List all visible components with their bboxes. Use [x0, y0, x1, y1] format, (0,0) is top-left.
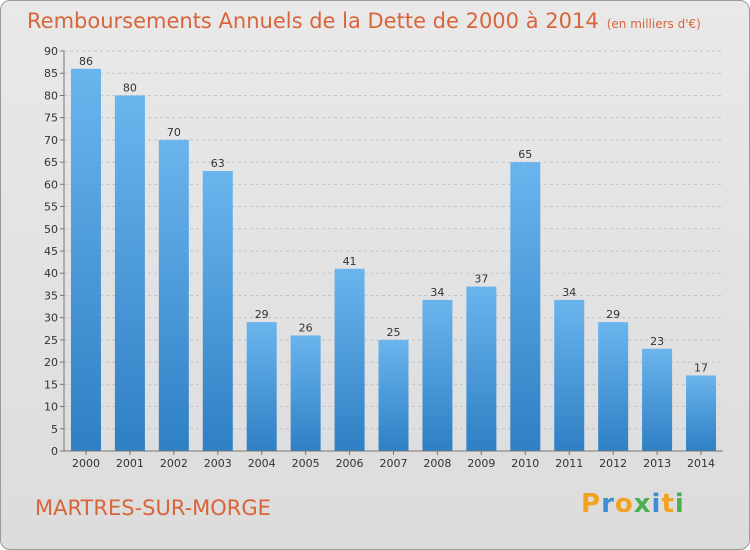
data-label: 25 — [387, 326, 401, 339]
x-tick-label: 2001 — [116, 457, 144, 470]
x-tick-label: 2012 — [599, 457, 627, 470]
y-tick-label: 0 — [51, 445, 58, 458]
chart-title: Remboursements Annuels de la Dette de 20… — [27, 9, 599, 33]
bar — [290, 335, 321, 451]
data-label: 34 — [430, 286, 444, 299]
bar — [554, 299, 585, 451]
y-tick-label: 40 — [44, 267, 58, 280]
x-tick-label: 2010 — [511, 457, 539, 470]
y-tick-label: 65 — [44, 156, 58, 169]
y-tick-label: 20 — [44, 356, 58, 369]
x-tick-label: 2005 — [292, 457, 320, 470]
bar — [686, 375, 717, 451]
chart-title-block: Remboursements Annuels de la Dette de 20… — [27, 9, 701, 33]
logo-letter: x — [633, 489, 652, 519]
data-label: 26 — [299, 321, 313, 334]
bar — [510, 162, 541, 451]
y-tick-label: 90 — [44, 45, 58, 58]
data-label: 23 — [650, 335, 664, 348]
y-tick-label: 60 — [44, 178, 58, 191]
x-tick-label: 2007 — [380, 457, 408, 470]
x-tick-label: 2006 — [336, 457, 364, 470]
bar — [70, 68, 101, 452]
y-tick-label: 85 — [44, 67, 58, 80]
logo-letter: i — [651, 489, 662, 519]
x-tick-label: 2011 — [555, 457, 583, 470]
logo-letter: i — [674, 489, 685, 519]
y-tick-label: 10 — [44, 401, 58, 414]
bar — [114, 95, 145, 451]
x-tick-label: 2008 — [423, 457, 451, 470]
x-tick-label: 2014 — [687, 457, 715, 470]
data-label: 86 — [79, 55, 93, 68]
unit-note: (en milliers d'€) — [606, 17, 701, 31]
y-tick-label: 50 — [44, 223, 58, 236]
data-label: 41 — [343, 255, 357, 268]
x-tick-label: 2000 — [72, 457, 100, 470]
logo-letter: P — [581, 489, 602, 519]
data-label: 37 — [474, 273, 488, 286]
y-tick-label: 80 — [44, 89, 58, 102]
x-tick-label: 2013 — [643, 457, 671, 470]
data-label: 63 — [211, 157, 225, 170]
bar — [202, 171, 233, 451]
y-tick-label: 15 — [44, 378, 58, 391]
y-tick-label: 70 — [44, 134, 58, 147]
data-label: 29 — [606, 308, 620, 321]
bar — [158, 139, 189, 451]
bar — [334, 268, 365, 451]
x-tick-label: 2009 — [467, 457, 495, 470]
y-tick-label: 45 — [44, 245, 58, 258]
data-label: 29 — [255, 308, 269, 321]
x-tick-label: 2003 — [204, 457, 232, 470]
data-label: 70 — [167, 126, 181, 139]
data-label: 17 — [694, 361, 708, 374]
data-label: 34 — [562, 286, 576, 299]
y-tick-label: 55 — [44, 201, 58, 214]
x-tick-label: 2004 — [248, 457, 276, 470]
y-tick-label: 25 — [44, 334, 58, 347]
bar — [378, 339, 409, 451]
data-label: 65 — [518, 148, 532, 161]
bar — [466, 286, 497, 451]
y-tick-label: 75 — [44, 112, 58, 125]
logo-letter: r — [601, 489, 615, 519]
data-label: 80 — [123, 81, 137, 94]
bar — [422, 299, 453, 451]
y-tick-label: 35 — [44, 289, 58, 302]
bar — [642, 348, 673, 451]
x-tick-label: 2002 — [160, 457, 188, 470]
commune-name: MARTRES-SUR-MORGE — [35, 496, 271, 520]
y-tick-label: 30 — [44, 312, 58, 325]
bar — [598, 322, 629, 451]
logo-letter: t — [661, 489, 675, 519]
logo-letter: o — [614, 489, 634, 519]
y-tick-label: 5 — [51, 423, 58, 436]
proxiti-logo: Proxiti — [581, 489, 685, 519]
bar — [246, 322, 277, 451]
